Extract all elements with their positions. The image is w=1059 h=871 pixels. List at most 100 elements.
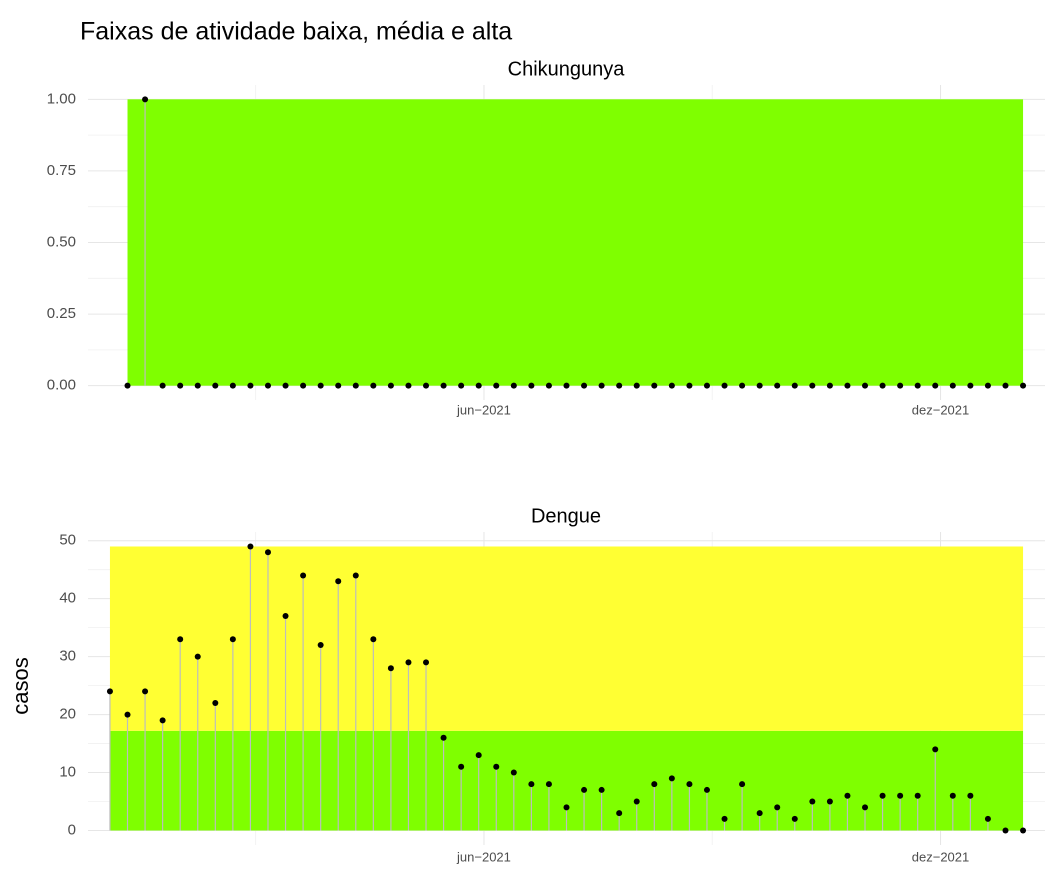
point xyxy=(703,382,710,389)
point xyxy=(616,810,623,817)
point xyxy=(932,746,939,753)
x-tick-label: jun−2021 xyxy=(456,402,511,417)
point xyxy=(475,752,482,759)
point xyxy=(633,798,640,805)
point xyxy=(1002,382,1009,389)
point xyxy=(633,382,640,389)
point xyxy=(949,792,956,799)
point xyxy=(510,769,517,776)
point xyxy=(598,382,605,389)
point xyxy=(563,382,570,389)
point xyxy=(282,382,289,389)
point xyxy=(897,382,904,389)
point xyxy=(879,382,886,389)
point xyxy=(423,382,430,389)
activity-band xyxy=(127,99,1024,386)
y-tick-label: 20 xyxy=(59,706,76,723)
point xyxy=(493,382,500,389)
y-tick-label: 40 xyxy=(59,590,76,607)
point xyxy=(247,543,254,550)
point xyxy=(844,382,851,389)
point xyxy=(809,798,816,805)
point xyxy=(668,382,675,389)
point xyxy=(264,549,271,556)
activity-band xyxy=(109,546,1024,731)
point xyxy=(300,572,307,579)
point xyxy=(581,382,588,389)
point xyxy=(616,382,623,389)
point xyxy=(984,382,991,389)
point xyxy=(159,382,166,389)
y-tick-label: 10 xyxy=(59,764,76,781)
point xyxy=(300,382,307,389)
point xyxy=(703,786,710,793)
point xyxy=(756,382,763,389)
point xyxy=(774,804,781,811)
x-tick-label: dez−2021 xyxy=(912,402,969,417)
point xyxy=(774,382,781,389)
point xyxy=(563,804,570,811)
point xyxy=(458,763,465,770)
point xyxy=(791,382,798,389)
point xyxy=(528,781,535,788)
page-title: Faixas de atividade baixa, média e alta xyxy=(80,18,512,46)
point xyxy=(756,810,763,817)
y-tick-label: 0.00 xyxy=(47,377,76,394)
point xyxy=(862,804,869,811)
x-tick-label: dez−2021 xyxy=(912,849,969,864)
point xyxy=(282,613,289,620)
point xyxy=(510,382,517,389)
point xyxy=(739,781,746,788)
point xyxy=(405,659,412,666)
y-tick-label: 0.25 xyxy=(47,305,76,322)
point xyxy=(967,792,974,799)
point xyxy=(335,578,342,585)
point xyxy=(142,96,149,103)
point xyxy=(212,382,219,389)
point xyxy=(581,786,588,793)
point xyxy=(1020,827,1027,834)
y-tick-label: 50 xyxy=(59,532,76,549)
y-tick-label: 0 xyxy=(68,821,76,838)
point xyxy=(423,659,430,666)
point xyxy=(387,665,394,672)
panel-title: Chikungunya xyxy=(508,58,626,80)
point xyxy=(686,781,693,788)
point xyxy=(598,786,605,793)
point xyxy=(826,798,833,805)
point xyxy=(984,815,991,822)
point xyxy=(879,792,886,799)
point xyxy=(668,775,675,782)
y-tick-label: 0.75 xyxy=(47,162,76,179)
point xyxy=(317,642,324,649)
x-tick-label: jun−2021 xyxy=(456,849,511,864)
point xyxy=(721,815,728,822)
point xyxy=(721,382,728,389)
point xyxy=(440,382,447,389)
y-tick-label: 30 xyxy=(59,648,76,665)
point xyxy=(651,382,658,389)
point xyxy=(194,382,201,389)
point xyxy=(545,781,552,788)
point xyxy=(159,717,166,724)
point xyxy=(124,711,131,718)
point xyxy=(335,382,342,389)
point xyxy=(177,382,184,389)
panel-title: Dengue xyxy=(531,505,601,527)
point xyxy=(967,382,974,389)
point xyxy=(405,382,412,389)
point xyxy=(352,572,359,579)
y-axis-label: casos xyxy=(8,657,33,714)
point xyxy=(809,382,816,389)
point xyxy=(932,382,939,389)
point xyxy=(686,382,693,389)
point xyxy=(440,734,447,741)
point xyxy=(124,382,131,389)
y-tick-label: 0.50 xyxy=(47,233,76,250)
point xyxy=(475,382,482,389)
point xyxy=(914,382,921,389)
point xyxy=(862,382,869,389)
point xyxy=(897,792,904,799)
